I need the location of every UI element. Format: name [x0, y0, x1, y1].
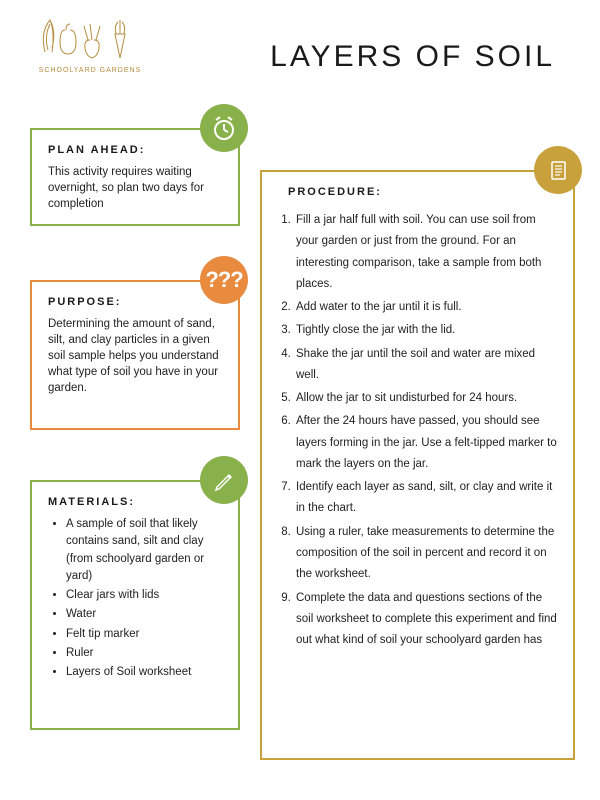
list-item: Identify each layer as sand, silt, or cl… [294, 477, 557, 520]
list-item: Complete the data and questions sections… [294, 588, 557, 652]
list-item: Using a ruler, take measurements to dete… [294, 522, 557, 586]
purpose-box: PURPOSE: Determining the amount of sand,… [30, 280, 240, 430]
list-item: Felt tip marker [66, 626, 222, 643]
list-item: Water [66, 606, 222, 623]
materials-heading: MATERIALS: [48, 496, 222, 508]
clock-icon [200, 104, 248, 152]
vegetables-icon [30, 12, 150, 67]
plan-heading: PLAN AHEAD: [48, 144, 222, 156]
page-title: LAYERS OF SOIL [270, 40, 555, 74]
list-item: After the 24 hours have passed, you shou… [294, 411, 557, 475]
list-item: Shake the jar until the soil and water a… [294, 344, 557, 387]
pencil-icon [200, 456, 248, 504]
logo-text: SCHOOLYARD GARDENS [30, 67, 150, 74]
materials-box: MATERIALS: A sample of soil that likely … [30, 480, 240, 730]
list-item: Fill a jar half full with soil. You can … [294, 210, 557, 295]
plan-text: This activity requires waiting overnight… [48, 164, 222, 212]
purpose-text: Determining the amount of sand, silt, an… [48, 316, 222, 396]
list-item: Clear jars with lids [66, 587, 222, 604]
materials-list: A sample of soil that likely contains sa… [48, 516, 222, 681]
list-item: Ruler [66, 645, 222, 662]
purpose-heading: PURPOSE: [48, 296, 222, 308]
list-item: Layers of Soil worksheet [66, 664, 222, 681]
procedure-list: Fill a jar half full with soil. You can … [278, 210, 557, 651]
logo: SCHOOLYARD GARDENS [30, 12, 150, 87]
procedure-box: PROCEDURE: Fill a jar half full with soi… [260, 170, 575, 760]
document-icon [534, 146, 582, 194]
list-item: Add water to the jar until it is full. [294, 297, 557, 318]
procedure-heading: PROCEDURE: [288, 186, 557, 198]
question-icon: ??? [200, 256, 248, 304]
list-item: Allow the jar to sit undisturbed for 24 … [294, 388, 557, 409]
list-item: Tightly close the jar with the lid. [294, 320, 557, 341]
list-item: A sample of soil that likely contains sa… [66, 516, 222, 585]
